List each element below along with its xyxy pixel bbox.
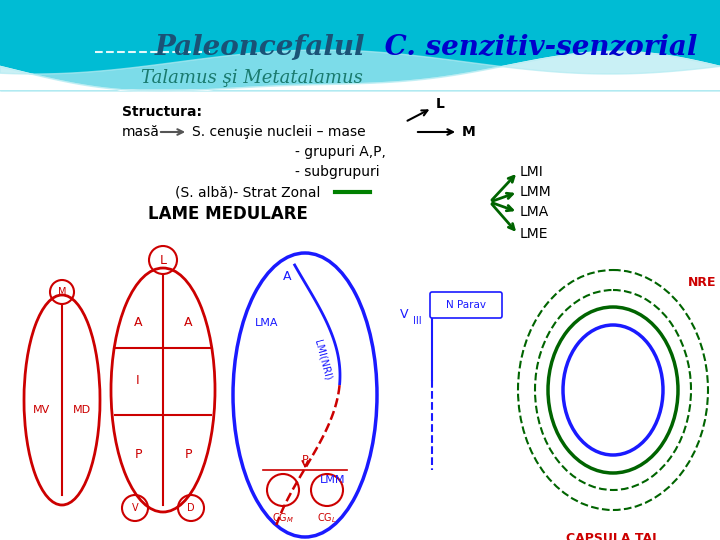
Text: LMM: LMM	[320, 475, 346, 485]
Text: L: L	[436, 97, 445, 111]
FancyBboxPatch shape	[430, 292, 502, 318]
Text: LMM: LMM	[520, 185, 552, 199]
Text: (S. albă)- Strat Zonal: (S. albă)- Strat Zonal	[175, 185, 320, 199]
Text: LMI: LMI	[520, 165, 544, 179]
Text: Structura:: Structura:	[122, 105, 202, 119]
Text: C. senzitiv-senzorial: C. senzitiv-senzorial	[375, 35, 698, 62]
Text: M: M	[58, 287, 66, 297]
Text: V: V	[132, 503, 138, 513]
Text: A: A	[283, 271, 292, 284]
Text: I: I	[136, 374, 140, 387]
Text: III: III	[413, 316, 422, 326]
Text: N Parav: N Parav	[446, 300, 486, 310]
Text: CG$_L$: CG$_L$	[317, 511, 337, 525]
Text: LAME MEDULARE: LAME MEDULARE	[148, 205, 308, 223]
Text: LMI(NRI): LMI(NRI)	[312, 339, 333, 381]
Text: P: P	[302, 455, 308, 465]
Text: LME: LME	[520, 227, 549, 241]
Text: MV: MV	[33, 405, 50, 415]
Text: S. cenuşie nucleii – mase: S. cenuşie nucleii – mase	[192, 125, 366, 139]
Text: M: M	[462, 125, 476, 139]
Text: CAPSULA TAL: CAPSULA TAL	[566, 531, 660, 540]
Text: masă: masă	[122, 125, 160, 139]
Text: LMA: LMA	[520, 205, 549, 219]
Text: P: P	[134, 449, 142, 462]
Text: P: P	[184, 449, 192, 462]
Text: A: A	[134, 315, 143, 328]
Text: NRE: NRE	[688, 275, 716, 288]
Text: Paleoncefalul: Paleoncefalul	[155, 35, 375, 62]
Text: D: D	[187, 503, 195, 513]
Text: - subgrupuri: - subgrupuri	[295, 165, 379, 179]
Text: L: L	[160, 253, 166, 267]
Text: V: V	[400, 308, 408, 321]
Text: MD: MD	[73, 405, 91, 415]
Text: CG$_M$: CG$_M$	[272, 511, 294, 525]
Text: A: A	[184, 315, 192, 328]
Text: Talamus şi Metatalamus: Talamus şi Metatalamus	[141, 69, 363, 87]
Text: - grupuri A,P,: - grupuri A,P,	[295, 145, 386, 159]
Text: LMA: LMA	[256, 318, 279, 328]
